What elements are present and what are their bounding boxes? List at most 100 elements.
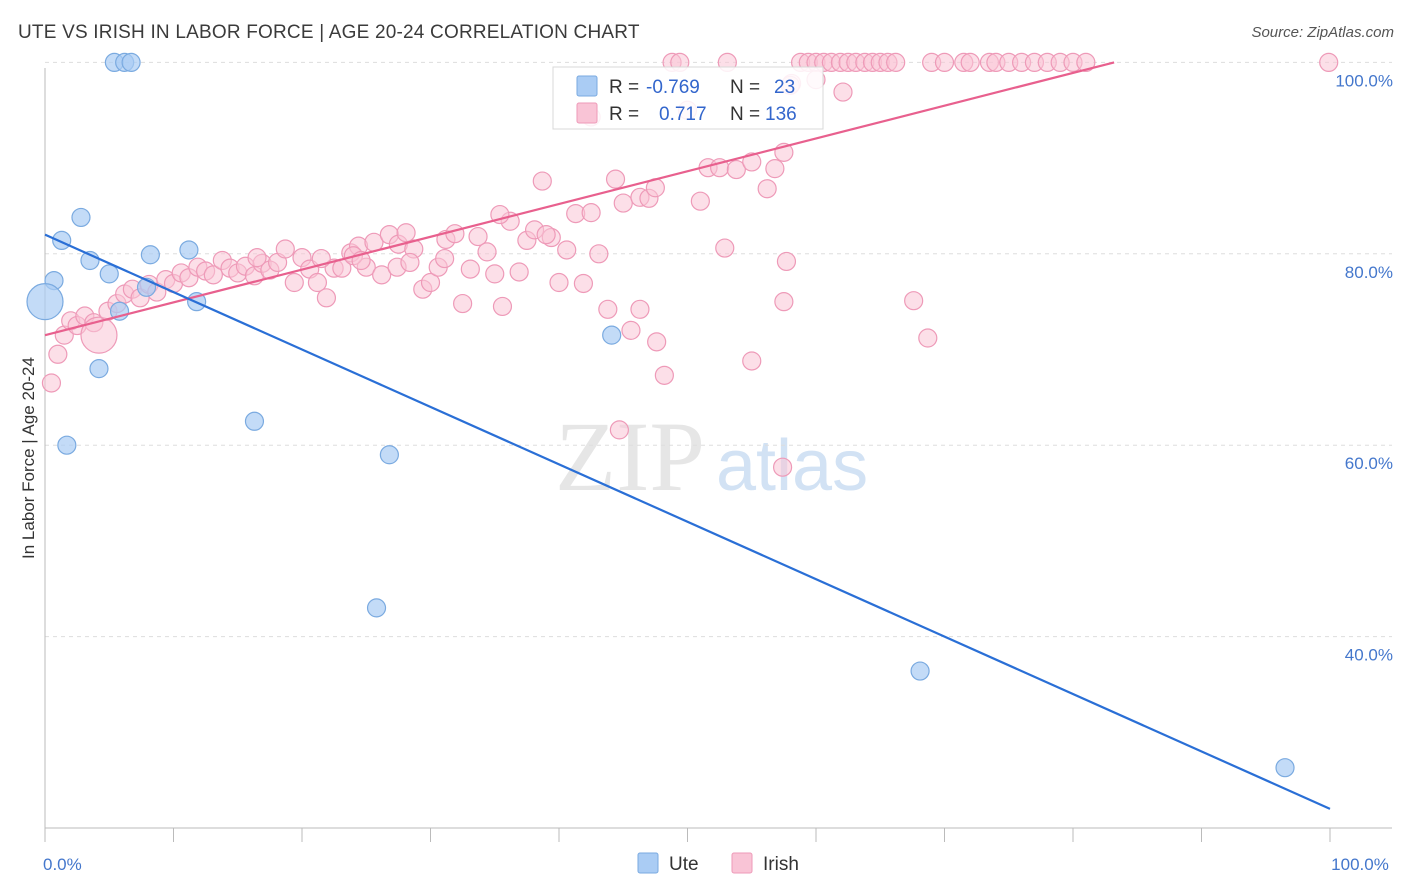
ute-point [179, 240, 199, 260]
irish-point [654, 365, 674, 385]
y-tick-label: 80.0% [1345, 263, 1393, 282]
irish-point [316, 288, 337, 308]
irish-point [284, 272, 304, 293]
irish-point [453, 293, 473, 314]
watermark: ZIP atlas [555, 401, 868, 512]
ute-r-value: -0.769 [646, 77, 700, 98]
irish-point [477, 242, 497, 262]
irish-swatch [576, 102, 598, 124]
irish-point [772, 457, 793, 477]
ute-point [89, 359, 109, 379]
irish-point [630, 299, 650, 319]
ute-n-label: N = [730, 77, 760, 98]
ute-point [99, 264, 119, 284]
x-tick-label: 0.0% [43, 855, 82, 874]
irish-point [609, 420, 629, 440]
irish-point [1319, 52, 1339, 73]
irish-point [742, 351, 762, 371]
irish-point [742, 152, 762, 172]
ute-point [71, 207, 91, 228]
irish-point [774, 292, 794, 312]
irish-point [492, 296, 513, 317]
irish-point [886, 52, 906, 73]
irish-point [605, 169, 626, 189]
irish-point [598, 299, 618, 319]
tick-labels: 40.0% 60.0% 80.0% 100.0% 0.0% 100.0% [43, 71, 1393, 874]
legend-irish-swatch [731, 852, 753, 874]
stats-legend-box [552, 66, 824, 130]
irish-point [396, 223, 416, 243]
legend-ute-swatch [637, 852, 659, 874]
irish-point [80, 316, 118, 354]
irish-point [536, 225, 556, 245]
irish-point [690, 191, 710, 211]
chart-title: UTE VS IRISH IN LABOR FORCE | AGE 20-24 … [18, 22, 640, 43]
gridlines [45, 61, 1392, 638]
legend-ute-label: Ute [669, 854, 699, 875]
irish-point [904, 291, 924, 311]
irish-point [203, 265, 223, 285]
ute-trend-line [44, 233, 1331, 810]
x-tick-label: 100.0% [1331, 855, 1389, 874]
irish-point [372, 265, 392, 285]
watermark-zip: ZIP [555, 401, 705, 512]
irish-point [833, 82, 853, 102]
irish-point [41, 373, 62, 393]
irish-n-value: 136 [765, 104, 797, 125]
source-credit: Source: ZipAtlas.com [1251, 24, 1394, 41]
ute-swatch [576, 75, 598, 97]
ute-point [602, 325, 622, 345]
irish-point [420, 272, 441, 293]
irish-point [647, 332, 667, 352]
ute-point [1275, 758, 1295, 778]
irish-point [573, 273, 594, 294]
ute-point [910, 661, 930, 681]
irish-point [765, 159, 785, 179]
stats-legend: R = -0.769 N = 23 R = 0.717 N = 136 [552, 66, 824, 130]
trend-lines [44, 61, 1331, 810]
ute-point [140, 245, 160, 265]
irish-point [460, 259, 480, 279]
ute-r-label: R = [609, 77, 639, 98]
irish-point [621, 320, 641, 340]
ute-point [244, 411, 265, 431]
irish-point [557, 240, 577, 260]
ute-point [366, 598, 387, 618]
y-axis-title: In Labor Force | Age 20-24 [19, 357, 38, 559]
irish-point [613, 193, 633, 213]
irish-point [960, 52, 980, 73]
ute-point [121, 52, 141, 73]
irish-point [1076, 52, 1096, 73]
irish-point [307, 272, 328, 293]
irish-point [247, 248, 267, 268]
axes [44, 68, 1392, 842]
irish-point [581, 203, 601, 223]
irish-point [715, 238, 735, 258]
irish-trend-line [44, 61, 1115, 337]
irish-point [400, 252, 420, 273]
irish-point [445, 224, 465, 244]
irish-point [726, 159, 746, 180]
ute-point [57, 435, 77, 455]
ute-n-value: 23 [774, 77, 795, 98]
irish-point [549, 272, 569, 293]
irish-point [757, 179, 777, 199]
irish-n-label: N = [730, 104, 760, 125]
irish-point [532, 171, 552, 191]
legend-irish-label: Irish [763, 854, 799, 875]
y-tick-label: 60.0% [1345, 454, 1393, 473]
irish-point [468, 226, 488, 247]
irish-point [435, 248, 455, 269]
irish-r-label: R = [609, 104, 639, 125]
bottom-legend: Ute Irish [637, 852, 799, 875]
irish-point [589, 244, 609, 264]
irish-point [48, 344, 68, 364]
irish-point [776, 251, 797, 272]
irish-point [509, 262, 529, 282]
irish-point [918, 328, 938, 348]
ute-point [26, 283, 64, 321]
irish-point [485, 264, 505, 284]
irish-point [934, 52, 955, 73]
ute-point [379, 445, 399, 465]
